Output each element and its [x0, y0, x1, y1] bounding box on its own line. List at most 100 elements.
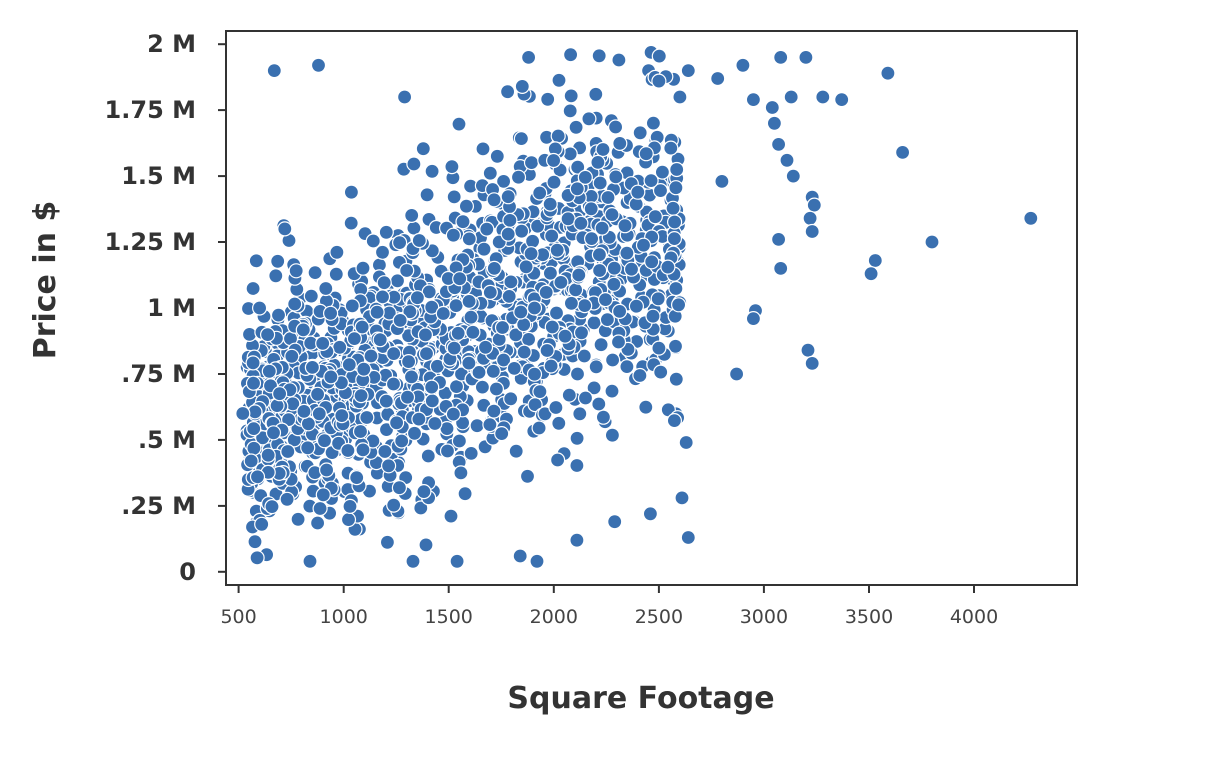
data-point: [800, 342, 816, 358]
data-point: [502, 212, 518, 228]
data-point: [346, 331, 362, 347]
data-point: [349, 470, 365, 486]
data-point: [638, 146, 654, 162]
data-point: [563, 88, 579, 104]
data-point: [557, 328, 573, 344]
data-point: [379, 534, 395, 550]
data-point: [880, 65, 896, 81]
data-point: [409, 290, 425, 306]
data-point: [406, 156, 422, 172]
data-point: [386, 497, 402, 513]
data-point: [479, 221, 495, 237]
data-point: [548, 305, 565, 321]
data-point: [520, 49, 537, 66]
data-point: [623, 261, 640, 277]
data-point: [668, 371, 684, 387]
data-point: [404, 207, 420, 223]
data-point: [486, 260, 502, 276]
x-tick-label: 3500: [845, 606, 893, 628]
data-point: [650, 291, 666, 307]
data-point: [486, 192, 502, 208]
data-point: [607, 119, 624, 135]
data-point: [654, 164, 671, 180]
data-point: [668, 180, 684, 196]
y-tick-label: .5 M: [138, 426, 196, 454]
data-point: [553, 274, 569, 290]
data-point: [606, 276, 622, 292]
data-point: [562, 103, 578, 119]
data-point: [514, 78, 530, 95]
data-point: [924, 234, 940, 250]
data-point: [766, 115, 783, 131]
data-point: [403, 369, 420, 385]
data-point: [506, 360, 522, 376]
data-point: [343, 215, 359, 231]
data-point: [386, 346, 402, 362]
data-point: [296, 403, 312, 419]
data-point: [355, 260, 371, 276]
data-point: [452, 271, 468, 287]
data-point: [448, 298, 464, 314]
data-point: [518, 259, 534, 275]
data-point: [424, 163, 440, 179]
data-point: [549, 452, 566, 468]
data-point: [458, 198, 474, 214]
data-point: [632, 367, 648, 384]
data-point: [666, 214, 683, 230]
data-point: [352, 423, 369, 440]
data-point: [287, 296, 303, 312]
data-point: [595, 141, 611, 158]
data-point: [581, 111, 597, 127]
data-point: [544, 228, 560, 244]
x-tick-label: 4000: [950, 606, 998, 628]
y-tick-label: 1.5 M: [121, 162, 196, 190]
data-point: [894, 144, 911, 160]
data-point: [802, 210, 818, 226]
data-point: [424, 393, 440, 409]
data-point: [577, 390, 594, 406]
data-point: [252, 300, 268, 316]
data-point: [457, 486, 473, 502]
data-point: [576, 348, 592, 364]
data-point: [728, 366, 745, 382]
data-point: [381, 458, 397, 474]
data-point: [277, 221, 293, 237]
data-point: [611, 52, 627, 68]
data-point: [569, 457, 585, 474]
data-point: [524, 233, 541, 249]
data-point: [597, 292, 614, 308]
data-point: [448, 379, 465, 395]
data-point: [405, 553, 421, 569]
data-point: [311, 406, 327, 422]
data-point: [451, 116, 467, 132]
data-point: [243, 453, 259, 469]
data-point: [439, 443, 456, 459]
data-point: [570, 159, 586, 175]
data-point: [651, 340, 667, 356]
data-point: [604, 427, 621, 443]
data-point: [804, 355, 820, 371]
data-point: [307, 265, 323, 281]
data-point: [245, 355, 261, 371]
data-point: [745, 311, 762, 327]
data-point: [680, 529, 696, 546]
data-point: [268, 268, 284, 284]
data-point: [500, 84, 516, 100]
data-point: [392, 312, 408, 328]
data-point: [235, 405, 251, 422]
data-point: [392, 235, 408, 251]
data-point: [494, 426, 510, 442]
data-point: [544, 319, 560, 335]
data-point: [245, 375, 262, 391]
data-point: [526, 300, 543, 316]
data-point: [300, 440, 316, 456]
data-point: [563, 295, 580, 311]
data-point: [270, 253, 286, 269]
data-point: [394, 433, 410, 449]
data-point: [249, 550, 265, 566]
data-point: [680, 62, 696, 79]
data-point: [573, 215, 589, 231]
data-point: [652, 183, 669, 199]
data-point: [783, 89, 799, 105]
